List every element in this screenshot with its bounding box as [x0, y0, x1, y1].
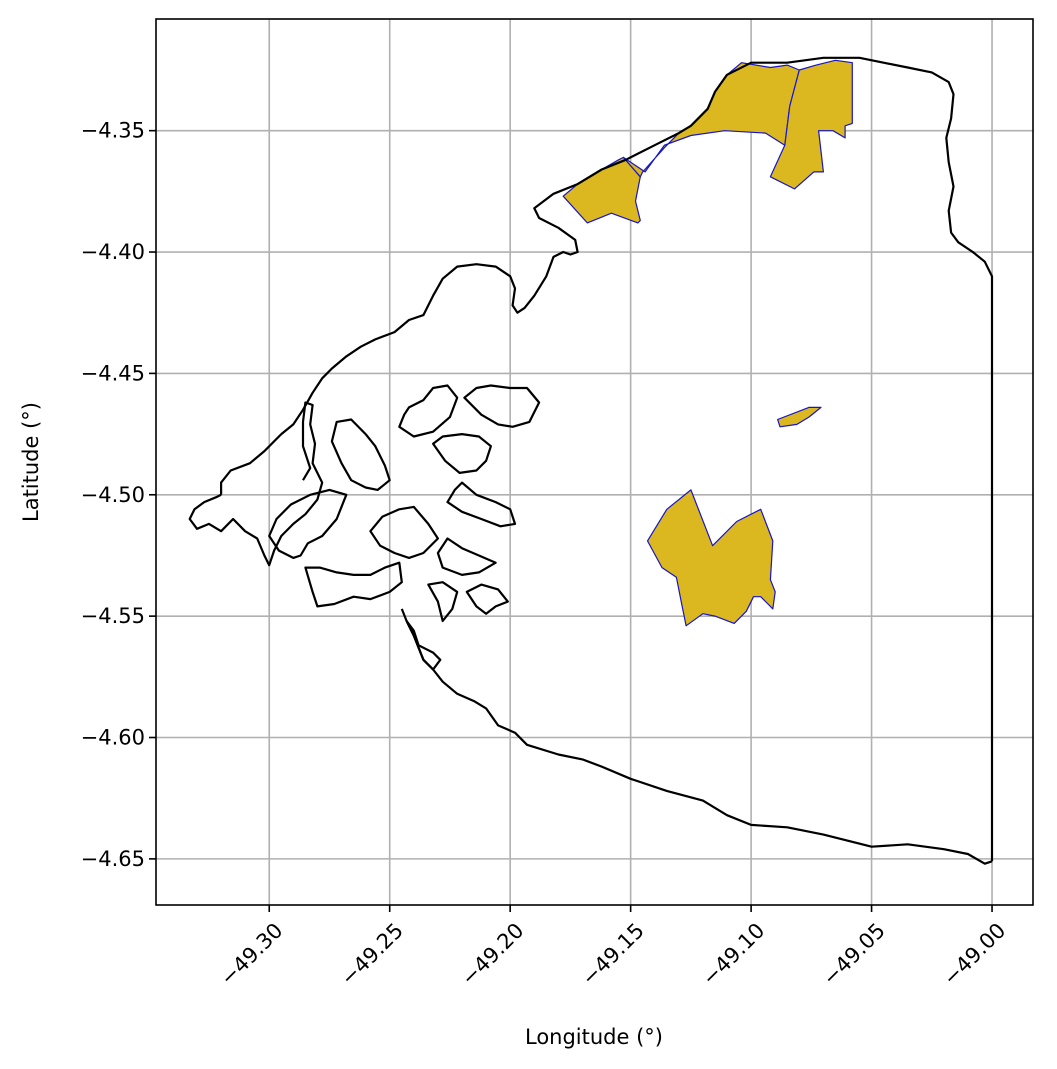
island-outline-5	[398, 384, 459, 438]
boundary-layer	[188, 56, 994, 865]
island-outline-10	[436, 537, 497, 577]
plot-frame	[155, 18, 1034, 906]
island-outline-8	[446, 481, 517, 528]
y-tick-label: −4.50	[81, 483, 145, 507]
grid-layer	[156, 19, 1033, 905]
island-outline-2	[304, 561, 403, 608]
x-tick-label: −49.05	[818, 918, 890, 990]
filled-region-5	[646, 489, 776, 627]
x-tick-label: −49.20	[457, 918, 529, 990]
x-tick-label: −49.15	[577, 918, 649, 990]
coastline-boundary	[220, 56, 994, 862]
y-tick-label: −4.65	[81, 847, 145, 871]
island-outline-9	[369, 505, 439, 560]
x-axis-label: Longitude (°)	[525, 1025, 663, 1049]
filled-region-4	[776, 406, 822, 428]
y-tick-label: −4.55	[81, 604, 145, 628]
filled-region-1	[562, 156, 641, 224]
island-outline-11	[465, 583, 509, 615]
x-tick-label: −49.30	[216, 918, 288, 990]
western-boundary	[188, 401, 324, 567]
y-axis-label: Latitude (°)	[19, 402, 43, 522]
x-tick-label: −49.00	[938, 918, 1010, 990]
southern-boundary	[400, 608, 993, 865]
y-tick-label: −4.45	[81, 361, 145, 385]
x-tick-label: −49.10	[697, 918, 769, 990]
island-outline-12	[427, 581, 459, 623]
island-outline-1	[405, 619, 442, 671]
y-tick-label: −4.60	[81, 726, 145, 750]
island-outline-4	[330, 418, 391, 491]
x-tick-label: −49.25	[336, 918, 408, 990]
y-tick-label: −4.35	[81, 119, 145, 143]
y-tick-label: −4.40	[81, 240, 145, 264]
filled-region-3	[769, 59, 853, 190]
island-outline-6	[463, 384, 541, 428]
island-outline-3	[268, 488, 348, 560]
filled-region-2	[622, 62, 800, 178]
island-outline-7	[432, 433, 492, 474]
region-layer	[562, 59, 853, 627]
